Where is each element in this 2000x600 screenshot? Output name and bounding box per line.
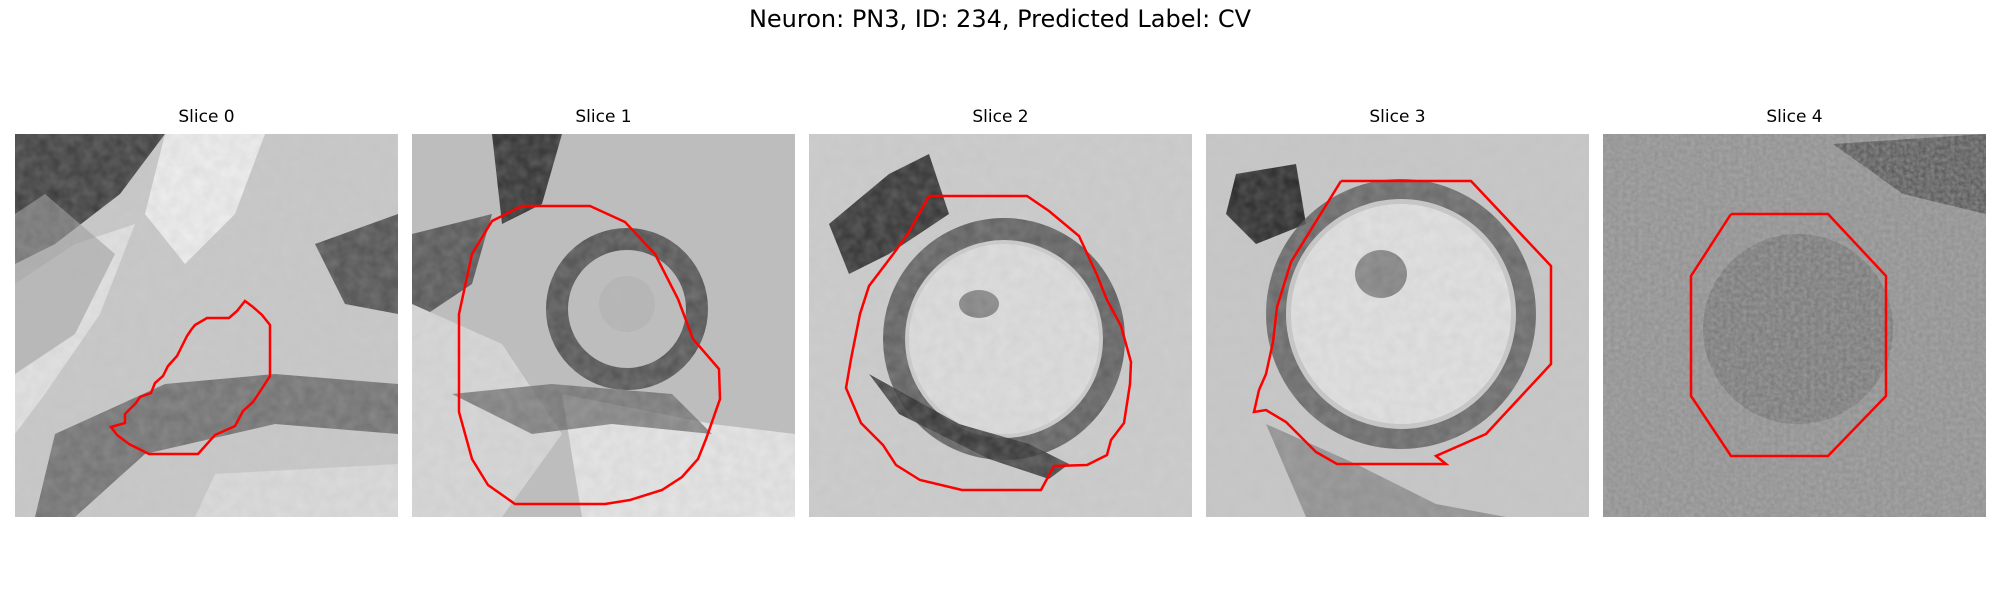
slice-title-3: Slice 3 bbox=[1369, 107, 1426, 127]
slice-image-1 bbox=[412, 134, 795, 517]
slice-image-0 bbox=[15, 134, 398, 517]
slice-image-3 bbox=[1206, 134, 1589, 517]
slice-title-1: Slice 1 bbox=[575, 107, 632, 127]
microscopy-image-0 bbox=[15, 134, 398, 517]
slice-title-2: Slice 2 bbox=[972, 107, 1029, 127]
microscopy-image-4 bbox=[1603, 134, 1986, 517]
figure-title: Neuron: PN3, ID: 234, Predicted Label: C… bbox=[748, 5, 1252, 33]
microscopy-image-2 bbox=[809, 134, 1192, 517]
microscopy-image-1 bbox=[412, 134, 795, 517]
slice-image-4 bbox=[1603, 134, 1986, 517]
slice-title-4: Slice 4 bbox=[1766, 107, 1823, 127]
slice-image-2 bbox=[809, 134, 1192, 517]
slice-title-0: Slice 0 bbox=[178, 107, 235, 127]
microscopy-image-3 bbox=[1206, 134, 1589, 517]
